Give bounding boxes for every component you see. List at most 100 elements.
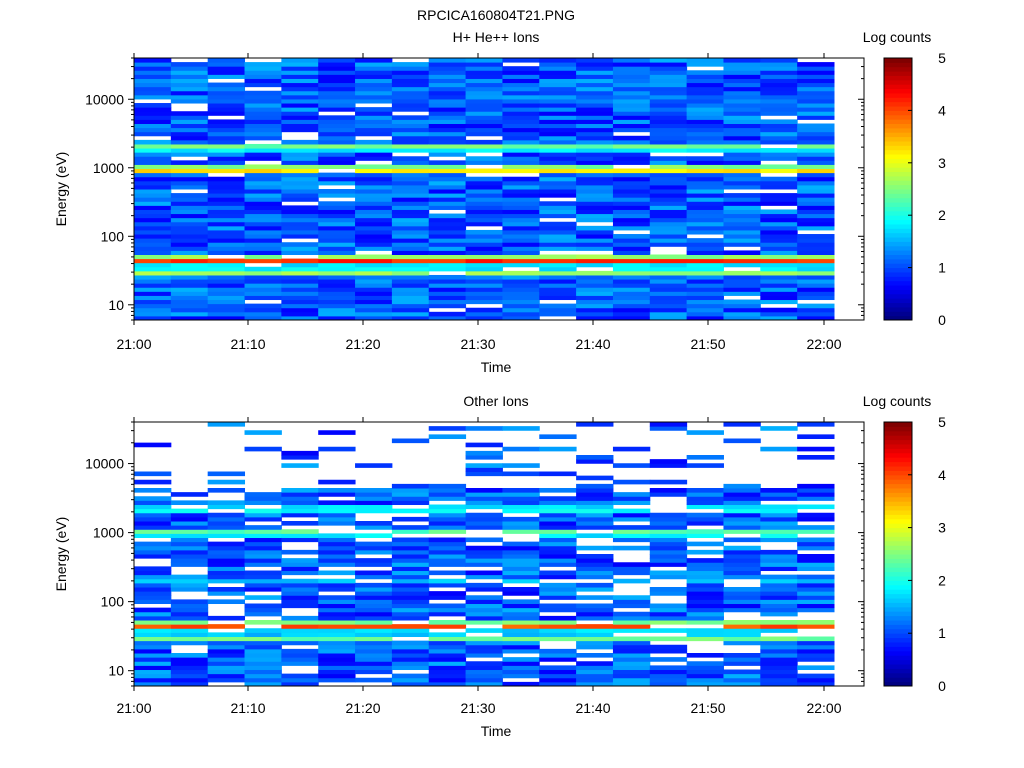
heatmap-cell xyxy=(391,587,430,592)
heatmap-cell xyxy=(318,135,356,141)
heatmap-cell xyxy=(723,628,761,633)
colorbar-swatch xyxy=(884,315,912,321)
heatmap-cell xyxy=(502,657,540,662)
heatmap-cell xyxy=(207,315,246,321)
heatmap-cell xyxy=(207,525,246,530)
heatmap-cell xyxy=(502,516,540,522)
heatmap-cell xyxy=(465,295,503,301)
heatmap-cell xyxy=(355,82,393,88)
heatmap-cell xyxy=(207,111,246,116)
heatmap-cell xyxy=(281,549,319,555)
colorbar-swatch xyxy=(884,435,912,441)
heatmap-cell xyxy=(686,299,724,305)
x-tick-label: 21:40 xyxy=(575,700,610,716)
heatmap-cell xyxy=(502,446,540,452)
heatmap-cell xyxy=(244,283,282,288)
heatmap-cell xyxy=(502,213,540,219)
heatmap-cell xyxy=(207,184,246,190)
heatmap-cell xyxy=(465,119,503,124)
heatmap-cell xyxy=(318,225,356,231)
heatmap-cell xyxy=(318,636,356,642)
heatmap-cell xyxy=(207,143,246,149)
heatmap-cell xyxy=(686,139,724,145)
heatmap-cell xyxy=(797,287,835,292)
heatmap-cell xyxy=(281,78,319,84)
heatmap-cell xyxy=(797,82,835,88)
heatmap-cell xyxy=(502,270,540,276)
heatmap-cell xyxy=(244,653,282,658)
colorbar-swatch xyxy=(884,505,912,511)
heatmap-cell xyxy=(244,74,282,79)
heatmap-cell xyxy=(539,303,577,309)
heatmap-cell xyxy=(207,661,246,666)
heatmap-cell xyxy=(612,620,651,625)
colorbar-swatch xyxy=(884,58,912,63)
heatmap-cell xyxy=(391,213,430,219)
heatmap-cell xyxy=(244,570,282,576)
heatmap-cell xyxy=(612,225,651,231)
heatmap-cell xyxy=(539,591,577,596)
colorbar-swatch xyxy=(884,110,912,116)
heatmap-cell xyxy=(612,653,651,658)
heatmap-cell xyxy=(539,189,577,194)
heatmap-cell xyxy=(612,496,651,501)
heatmap-cell xyxy=(612,599,651,605)
heatmap-cell xyxy=(355,299,393,305)
heatmap-cell xyxy=(391,492,430,497)
heatmap-cell xyxy=(134,115,172,120)
heatmap-cell xyxy=(207,653,246,658)
heatmap-cell xyxy=(723,103,761,108)
heatmap-cell xyxy=(612,615,651,621)
heatmap-cell xyxy=(244,107,282,112)
heatmap-cell xyxy=(134,234,172,239)
heatmap-cell xyxy=(465,213,503,219)
heatmap-cell xyxy=(760,566,798,572)
heatmap-cell xyxy=(170,512,209,518)
heatmap-cell xyxy=(318,558,356,563)
heatmap-cell xyxy=(281,98,319,104)
colorbar-swatch xyxy=(884,210,912,216)
heatmap-cell xyxy=(612,156,651,161)
heatmap-cell xyxy=(428,640,467,646)
heatmap-cells xyxy=(134,422,835,687)
heatmap-cell xyxy=(649,529,688,534)
heatmap-cell xyxy=(428,242,467,247)
heatmap-cell xyxy=(723,160,761,165)
colorbar-tick-label: 2 xyxy=(938,572,946,588)
heatmap-cell xyxy=(355,115,393,120)
colorbar-swatch xyxy=(884,149,912,155)
heatmap-cell xyxy=(207,287,246,292)
heatmap-cell xyxy=(502,74,540,79)
heatmap-cell xyxy=(244,279,282,284)
heatmap-cell xyxy=(428,70,467,75)
heatmap-cell xyxy=(465,516,503,522)
heatmap-cell xyxy=(318,516,356,522)
heatmap-cell xyxy=(502,591,540,596)
heatmap-cell xyxy=(686,58,724,63)
heatmap-cell xyxy=(134,303,172,309)
heatmap-cell xyxy=(649,184,688,190)
heatmap-cell xyxy=(318,287,356,292)
heatmap-cell xyxy=(391,246,430,251)
heatmap-cell xyxy=(428,554,467,559)
heatmap-cell xyxy=(391,201,430,206)
heatmap-cell xyxy=(539,636,577,642)
heatmap-cell xyxy=(797,66,835,71)
heatmap-cell xyxy=(281,512,319,518)
heatmap-cell xyxy=(797,279,835,284)
heatmap-cell xyxy=(134,595,172,600)
heatmap-cell xyxy=(207,238,246,243)
colorbar-tick-label: 1 xyxy=(938,260,946,276)
heatmap-cell xyxy=(428,315,467,321)
heatmap-cell xyxy=(649,657,688,662)
heatmap-cell xyxy=(391,628,430,633)
heatmap-cell xyxy=(576,669,614,675)
heatmap-cell xyxy=(686,262,724,268)
heatmap-cell xyxy=(649,533,688,539)
heatmap-cell xyxy=(355,205,393,210)
heatmap-cell xyxy=(134,189,172,194)
heatmap-cell xyxy=(723,291,761,296)
heatmap-cell xyxy=(391,529,430,534)
heatmap-cell xyxy=(576,66,614,71)
heatmap-cell xyxy=(502,107,540,112)
